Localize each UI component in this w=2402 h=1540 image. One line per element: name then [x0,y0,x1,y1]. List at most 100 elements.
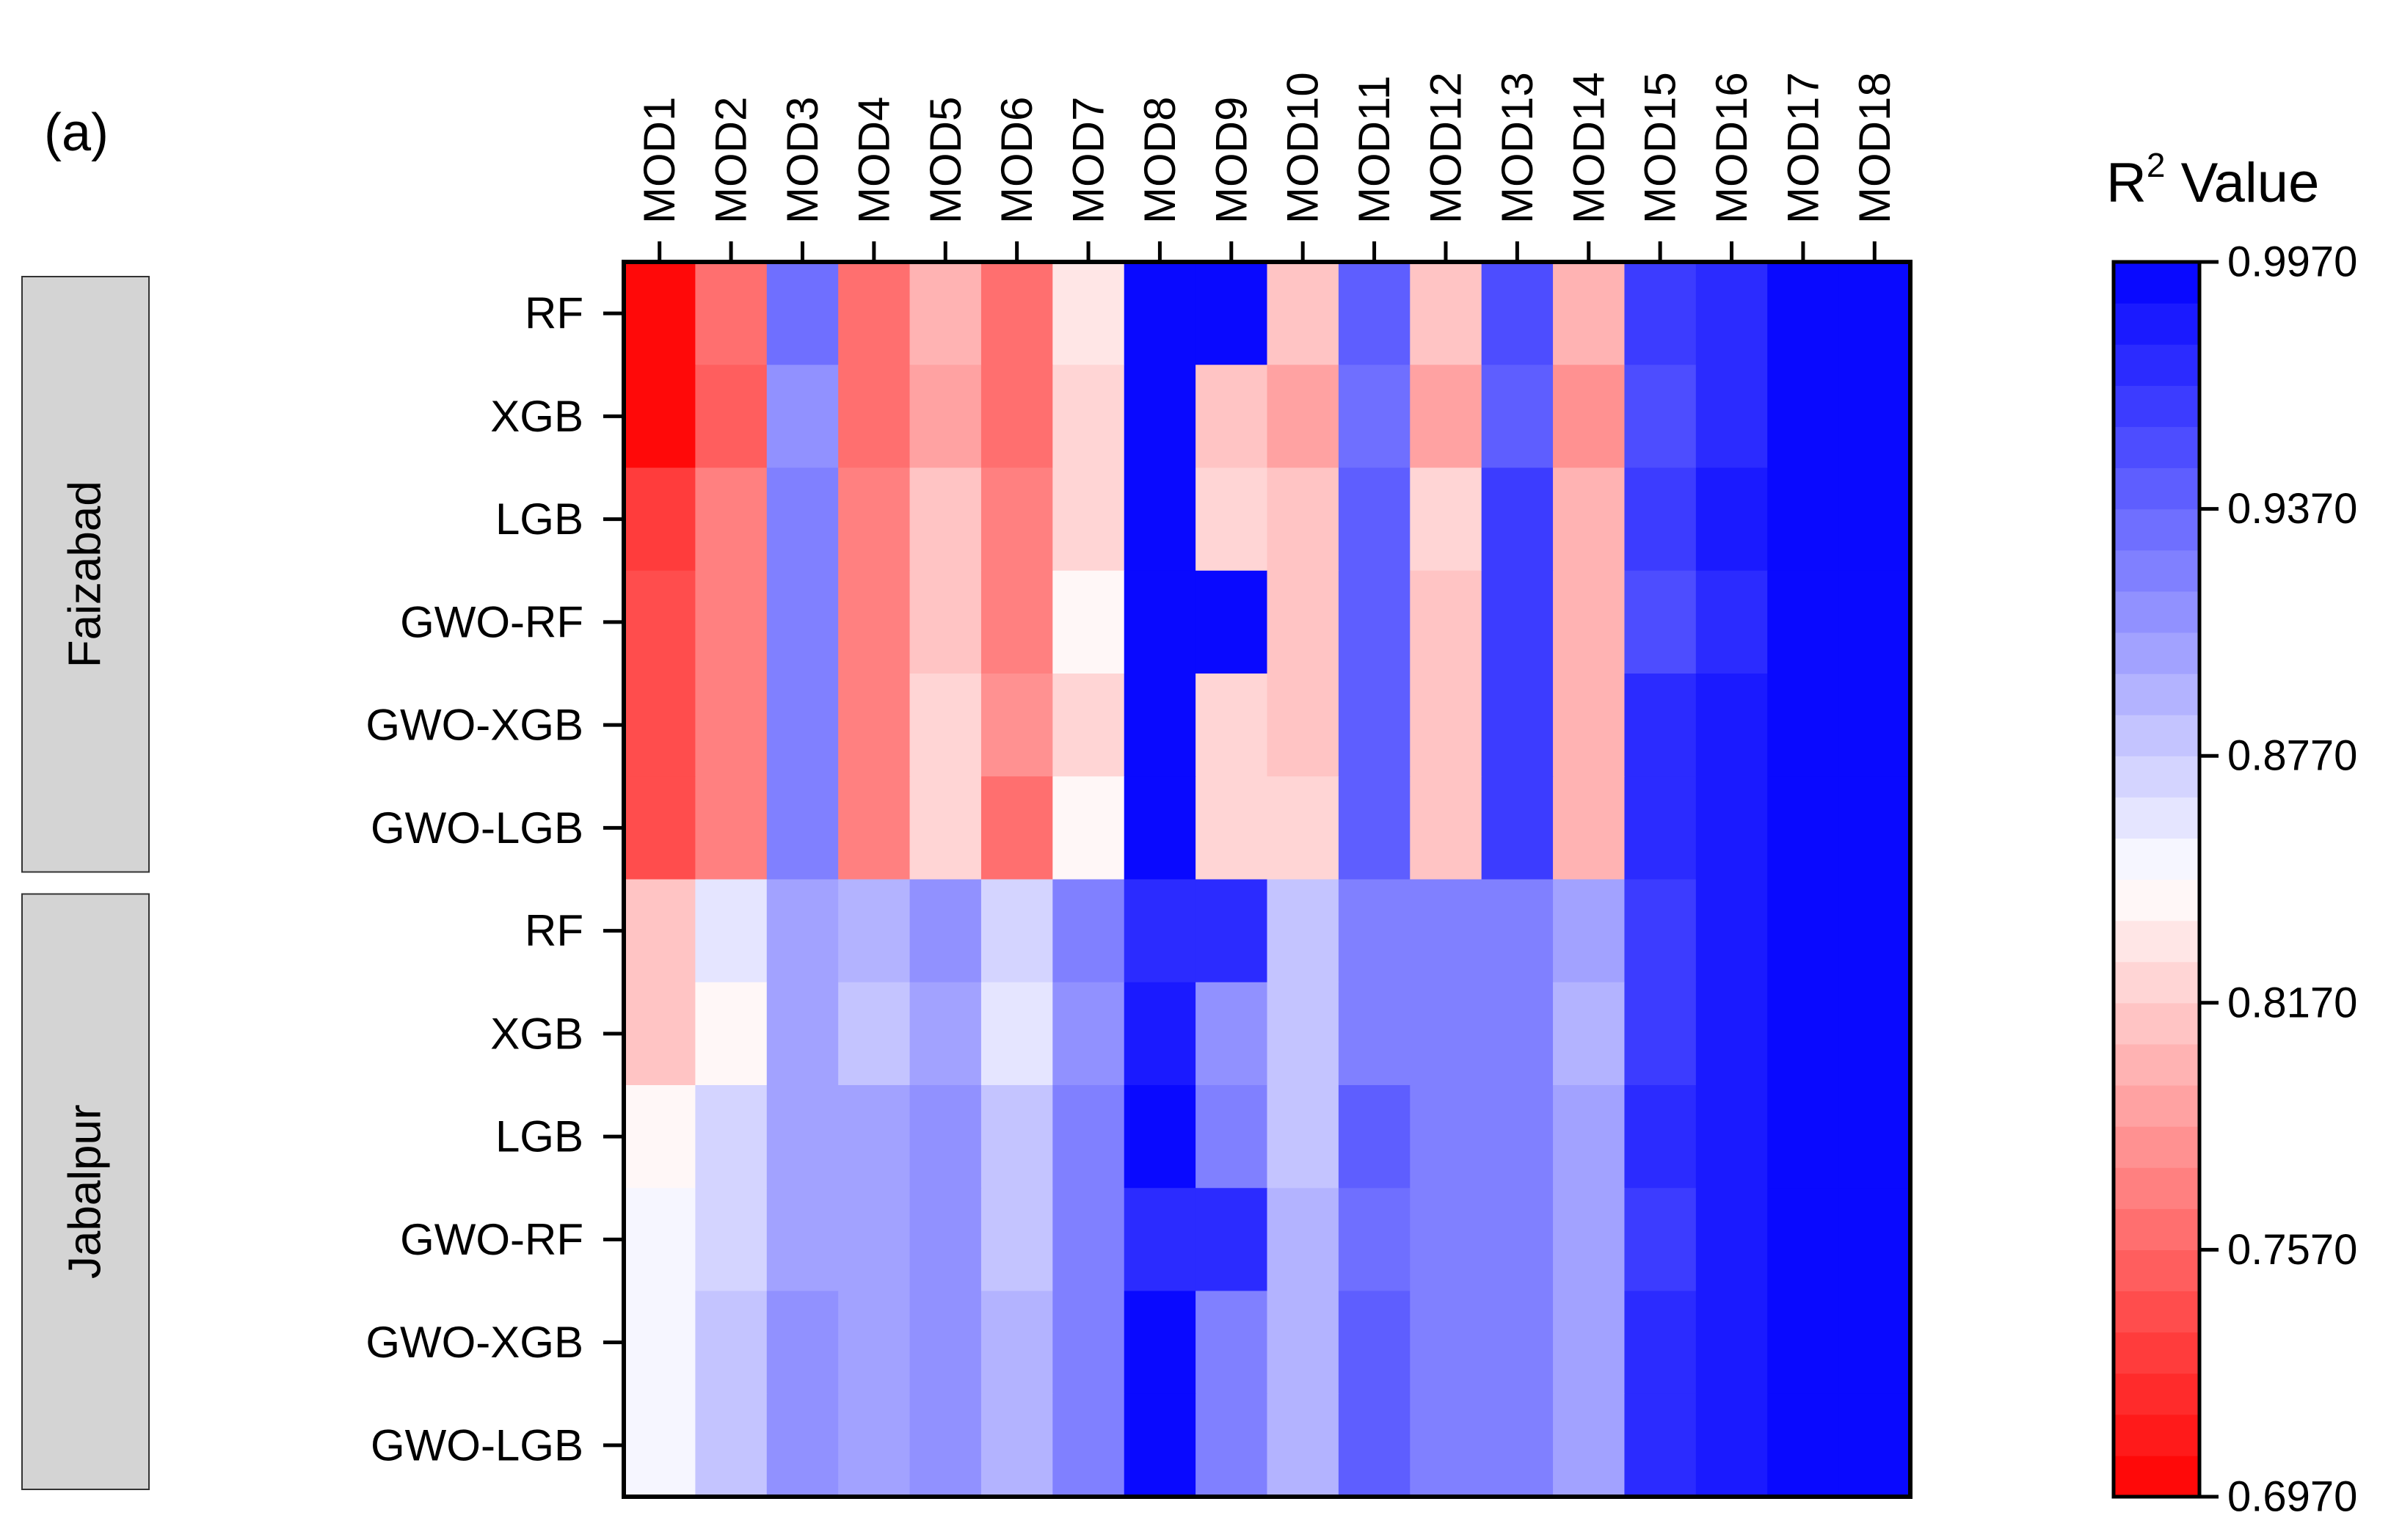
heatmap-cell [1553,879,1626,983]
heatmap-cell [1624,1188,1697,1292]
column-label: MOD15 [1636,72,1685,224]
heatmap-cell [1338,262,1411,365]
heatmap-cell [1767,1291,1840,1395]
column-label: MOD1 [635,97,684,224]
heatmap-cell [1838,879,1911,983]
heatmap-cell [1124,262,1196,365]
heatmap-cell [1124,365,1196,469]
legend-bin [2114,1208,2199,1250]
heatmap-cell [1767,1393,1840,1497]
column-label: MOD14 [1564,72,1613,224]
legend-bin [2114,1002,2199,1045]
heatmap-cell [695,1085,768,1189]
heatmap-cell [980,776,1053,880]
legend-bin [2114,426,2199,469]
heatmap-cell [624,570,696,674]
group-labels: Faizabad Jabalpur [21,276,150,1490]
heatmap-cell [838,365,911,469]
heatmap-cell [1553,570,1626,674]
heatmap-cell [1624,879,1697,983]
heatmap-cell [1838,674,1911,777]
heatmap-cell [766,570,839,674]
heatmap-cell [909,1085,982,1189]
heatmap-cell [1195,365,1268,469]
heatmap-cell [1338,467,1411,572]
heatmap-cell [1195,982,1268,1086]
heatmap-cell [1695,879,1768,983]
heatmap-cell [766,776,839,880]
heatmap-cell [1695,674,1768,777]
heatmap-cell [1410,1291,1482,1395]
heatmap-cell [1410,262,1482,365]
column-label: MOD7 [1064,97,1113,224]
heatmap-cell [695,1291,768,1395]
heatmap-cell [1695,776,1768,880]
heatmap-cell [1624,1085,1697,1189]
heatmap-cell [1624,1393,1697,1497]
heatmap-cell [1838,467,1911,572]
heatmap-cell [1267,1188,1339,1292]
heatmap-cell [1052,879,1125,983]
heatmap-cell [838,1188,911,1292]
heatmap-cell [1767,467,1840,572]
legend-bin [2114,467,2199,510]
row-label: GWO-LGB [371,803,583,853]
legend-bin [2114,879,2199,922]
heatmap-cell [1267,776,1339,880]
heatmap-cell [1267,982,1339,1086]
heatmap-cell [1195,262,1268,365]
heatmap-cell [838,879,911,983]
heatmap-cell [1624,674,1697,777]
heatmap-cell [1052,982,1125,1086]
heatmap-cell [1410,570,1482,674]
heatmap-cell [766,467,839,572]
heatmap-cell [1124,1291,1196,1395]
heatmap-cell [1052,776,1125,880]
legend-ticks: 0.9970 0.9370 0.8770 0.8170 0.7570 0.6970 [2199,238,2357,1521]
column-label: MOD10 [1278,72,1328,224]
heatmap-cell [1338,879,1411,983]
heatmap-cell [1553,1085,1626,1189]
heatmap-cell [1052,467,1125,572]
heatmap-cell [838,982,911,1086]
heatmap-cell [1267,1291,1339,1395]
heatmap-cell [624,879,696,983]
heatmap-cell [1481,1291,1554,1395]
heatmap-cell [1695,982,1768,1086]
legend-color-bins [2114,262,2199,1497]
legend-bin [2114,1332,2199,1374]
heatmap-cell [695,1188,768,1292]
heatmap-cell [1267,262,1339,365]
heatmap-cell [766,1291,839,1395]
heatmap-cell [1838,1291,1911,1395]
legend-bin [2114,920,2199,963]
legend-bin [2114,1414,2199,1456]
column-axis: MOD1 MOD2 MOD3 MOD4 MOD5 MOD6 MOD7 MOD8 MOD9 MOD1… [635,72,1899,262]
row-label: RF [525,906,583,955]
heatmap-cell [1767,674,1840,777]
heatmap-cell [1195,570,1268,674]
heatmap-cell [1838,1393,1911,1497]
heatmap-cell [1695,570,1768,674]
heatmap-cell [909,570,982,674]
legend-tick-label: 0.9970 [2227,238,2357,286]
legend-bin [2114,550,2199,592]
legend-tick-label: 0.7570 [2227,1226,2357,1274]
group-label: Faizabad [60,481,111,668]
heatmap-cell [624,467,696,572]
heatmap-cell [695,365,768,469]
heatmap-cell [1124,1393,1196,1497]
heatmap-cell [766,1188,839,1292]
row-label: LGB [495,1112,583,1161]
heatmap-cell [909,776,982,880]
heatmap-cell [695,879,768,983]
heatmap-cell [1052,1188,1125,1292]
heatmap-cell [1267,1393,1339,1497]
heatmap-cell [838,1393,911,1497]
legend-bin [2114,1085,2199,1127]
column-label: MOD18 [1850,72,1899,224]
group-box [21,276,150,873]
row-label: XGB [490,1009,583,1058]
heatmap-cell [980,262,1053,365]
